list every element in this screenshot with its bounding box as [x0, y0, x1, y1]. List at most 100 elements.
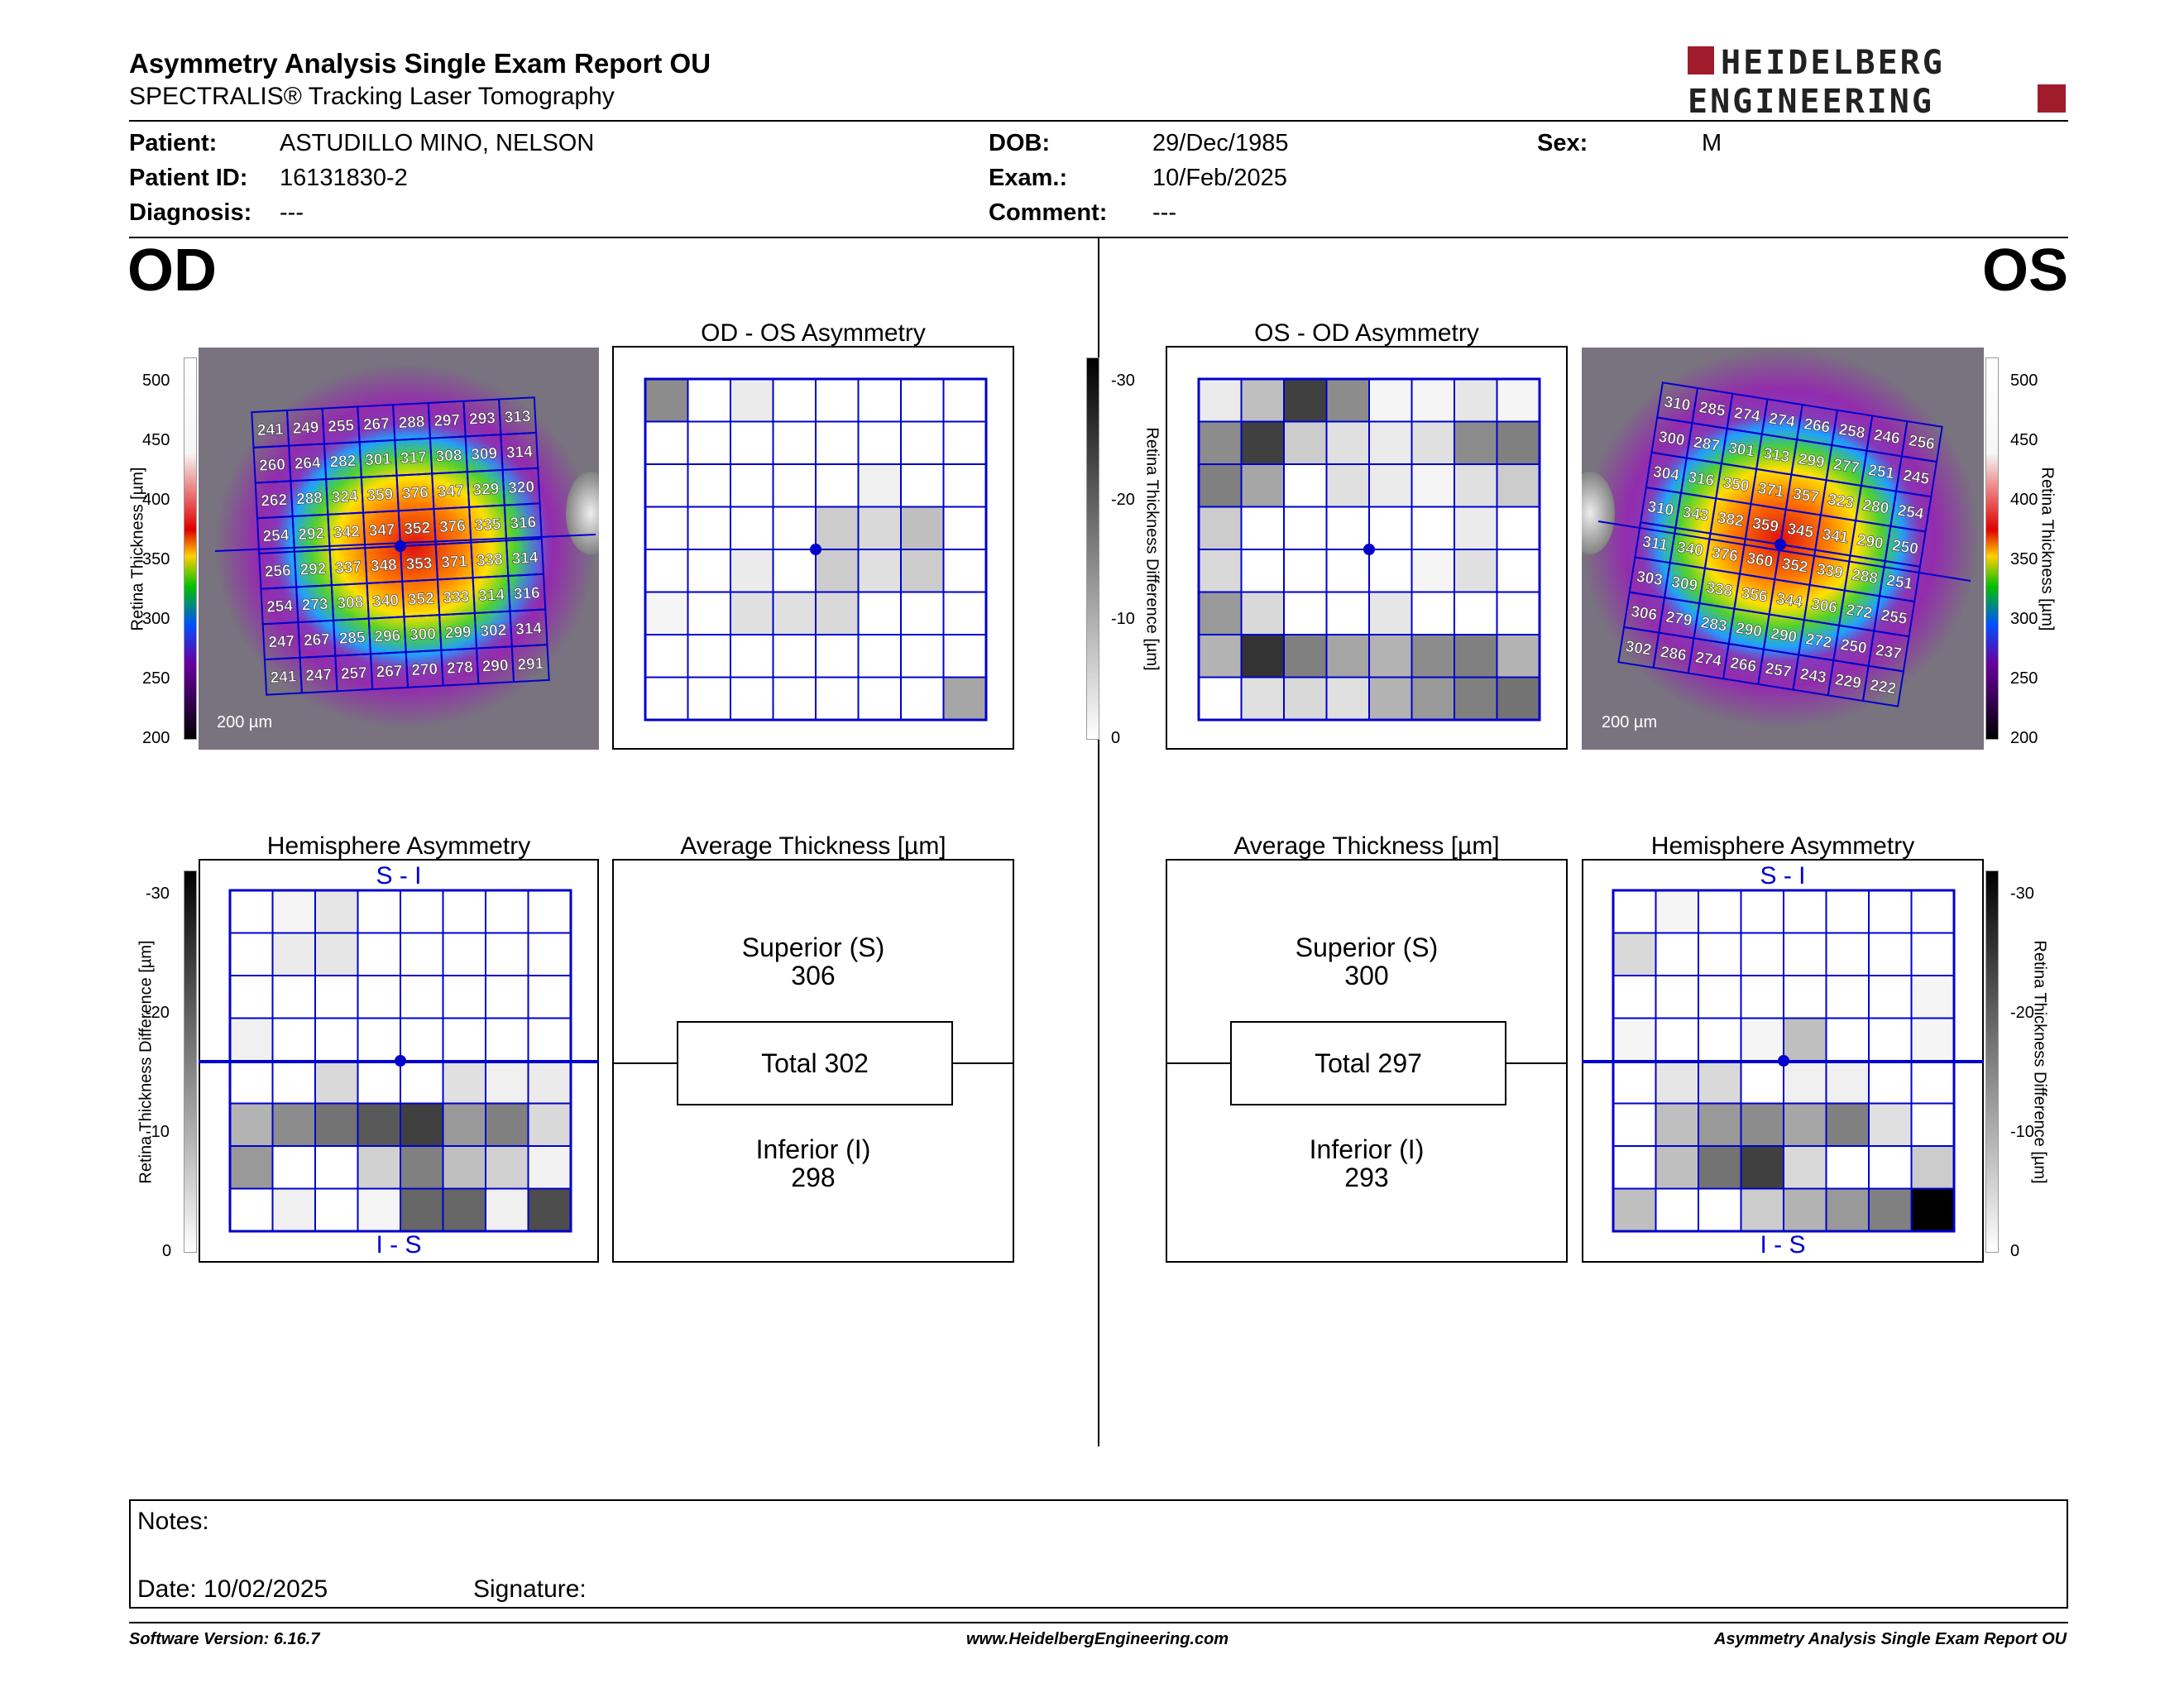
os-hemi-cell-1-0: [1612, 932, 1657, 976]
center-diff-scale: [1086, 357, 1099, 740]
od-thick-value-1-4: 317: [400, 448, 427, 468]
os-hemi-cell-1-4: [1783, 932, 1827, 976]
od-hemi-cell-6-5: [442, 1145, 486, 1190]
os-hemi-cell-3-3: [1740, 1017, 1784, 1062]
os-hemi-divider: [1582, 1060, 1984, 1063]
os-thick-value-5-0: 303: [1636, 568, 1664, 590]
os-thick-value-3-4: 345: [1786, 520, 1815, 542]
os-thick-value-3-7: 250: [1891, 537, 1920, 559]
os-thick-value-3-5: 341: [1821, 526, 1850, 548]
os-hemi-cell-5-0: [1612, 1102, 1657, 1147]
od-thick-value-5-2: 308: [337, 594, 364, 613]
os-asym-cell-7-4: [1368, 676, 1413, 721]
center-divider: [1098, 238, 1099, 1446]
od-asym-panel: [612, 346, 1014, 750]
od-thick-value-3-0: 254: [262, 527, 290, 546]
os-thick-value-5-1: 309: [1670, 573, 1699, 595]
os-hemi-cell-2-2: [1698, 975, 1742, 1019]
od-thick-value-7-2: 257: [340, 664, 367, 683]
od-hemi-cell-1-4: [400, 932, 444, 976]
os-asym-cell-3-6: [1454, 506, 1498, 550]
od-thick-value-1-7: 314: [506, 444, 534, 463]
od-thick-value-2-7: 320: [508, 478, 535, 497]
od-thickness-axis-label: Retina Thickness [µm]: [128, 467, 147, 631]
od-asym-cell-0-0: [644, 378, 689, 423]
od-asym-cell-0-5: [857, 378, 902, 423]
comment-value: ---: [1152, 199, 1176, 226]
os-thick-value-7-2: 274: [1694, 649, 1723, 670]
od-hemi-cell-3-5: [442, 1017, 486, 1062]
os-asym-cell-0-5: [1410, 378, 1455, 423]
od-asym-cell-4-5: [857, 549, 902, 593]
od-asym-cell-6-0: [644, 634, 689, 679]
os-thick-value-0-4: 266: [1803, 415, 1832, 437]
os-thick-value-4-7: 251: [1885, 572, 1914, 593]
od-tick-350: 350: [142, 550, 170, 568]
od-hemi-cell-1-3: [357, 932, 401, 976]
od-hemi-cell-7-0: [229, 1187, 274, 1232]
os-asym-cell-2-2: [1283, 463, 1328, 508]
os-hemi-cell-4-2: [1698, 1060, 1742, 1105]
os-hemi-diff-scale: [1985, 870, 1999, 1253]
od-thick-value-5-6: 314: [478, 587, 505, 606]
os-thick-value-4-3: 360: [1746, 549, 1774, 571]
os-hemi-cell-2-4: [1783, 975, 1827, 1019]
od-thick-value-7-5: 278: [447, 659, 474, 678]
os-thick-value-6-7: 237: [1875, 642, 1904, 664]
os-asym-cell-4-2: [1283, 549, 1328, 593]
report-title: Asymmetry Analysis Single Exam Report OU: [129, 48, 711, 79]
os-thick-value-6-0: 306: [1630, 603, 1659, 625]
sex-label: Sex:: [1537, 130, 1588, 156]
os-asym-cell-1-6: [1454, 420, 1498, 465]
od-thick-value-3-2: 342: [333, 523, 361, 542]
os-thick-value-1-5: 277: [1832, 456, 1861, 477]
od-avg-title: Average Thickness [µm]: [680, 832, 946, 860]
od-avg-panel: Superior (S) 306 Total 302 Inferior (I) …: [612, 859, 1014, 1263]
od-inferior-value: 298: [791, 1163, 836, 1192]
od-asym-cell-3-4: [815, 506, 860, 550]
od-hemi-cell-0-4: [400, 890, 444, 934]
od-asym-cell-5-4: [815, 591, 860, 635]
os-thick-value-3-3: 359: [1751, 515, 1780, 536]
os-tick-500: 500: [2010, 372, 2038, 390]
os-hemi-cell-3-2: [1698, 1017, 1742, 1062]
od-hemi-cell-5-2: [314, 1102, 359, 1147]
os-hemi-cell-3-7: [1910, 1017, 1955, 1062]
os-asym-cell-0-1: [1240, 378, 1285, 423]
os-is-label: I - S: [1760, 1231, 1806, 1259]
center-tick-20: -20: [1111, 491, 1135, 509]
od-hemi-cell-1-5: [442, 932, 486, 976]
od-hemi-cell-4-2: [314, 1060, 359, 1105]
od-asym-cell-6-4: [815, 634, 860, 679]
center-tick-0: 0: [1111, 729, 1121, 747]
od-hemi-cell-0-0: [229, 890, 274, 934]
os-hemi-cell-1-7: [1910, 932, 1955, 976]
os-superior-value: 300: [1344, 961, 1389, 990]
os-hemi-cell-0-7: [1910, 890, 1955, 934]
od-hemi-cell-7-2: [314, 1187, 359, 1232]
od-hemi-cell-5-0: [229, 1102, 274, 1147]
od-hemi-title: Hemisphere Asymmetry: [266, 832, 531, 860]
notes-box[interactable]: Notes: Date: 10/02/2025 Signature:: [129, 1499, 2068, 1609]
os-thick-value-6-4: 290: [1770, 626, 1798, 647]
od-asym-cell-3-3: [772, 506, 817, 550]
os-thick-value-2-3: 371: [1756, 480, 1785, 501]
os-asym-cell-1-7: [1496, 420, 1540, 465]
os-tick-250: 250: [2010, 669, 2038, 688]
od-asym-cell-7-4: [815, 676, 860, 721]
footer-website[interactable]: www.HeidelbergEngineering.com: [966, 1630, 1229, 1648]
os-asym-cell-1-4: [1368, 420, 1413, 465]
od-tick-300: 300: [142, 610, 170, 628]
od-asym-cell-2-3: [772, 463, 817, 508]
od-tick-450: 450: [142, 431, 170, 449]
od-asym-cell-6-1: [687, 634, 731, 679]
od-asym-cell-5-5: [857, 591, 902, 635]
od-asym-cell-0-3: [772, 378, 817, 423]
os-asym-cell-1-2: [1283, 420, 1328, 465]
od-hemi-cell-3-4: [400, 1017, 444, 1062]
os-asym-cell-2-7: [1496, 463, 1540, 508]
od-thick-value-0-3: 267: [363, 415, 390, 434]
od-tick-500: 500: [142, 372, 170, 390]
os-asym-panel: [1166, 346, 1568, 750]
os-asym-cell-3-5: [1410, 506, 1455, 550]
